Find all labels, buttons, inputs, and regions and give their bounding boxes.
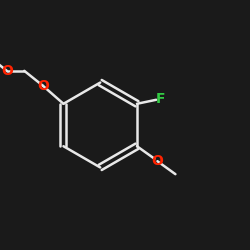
Text: O: O [1,64,13,78]
Text: O: O [152,154,163,168]
Text: O: O [37,79,49,93]
Text: F: F [156,92,166,106]
